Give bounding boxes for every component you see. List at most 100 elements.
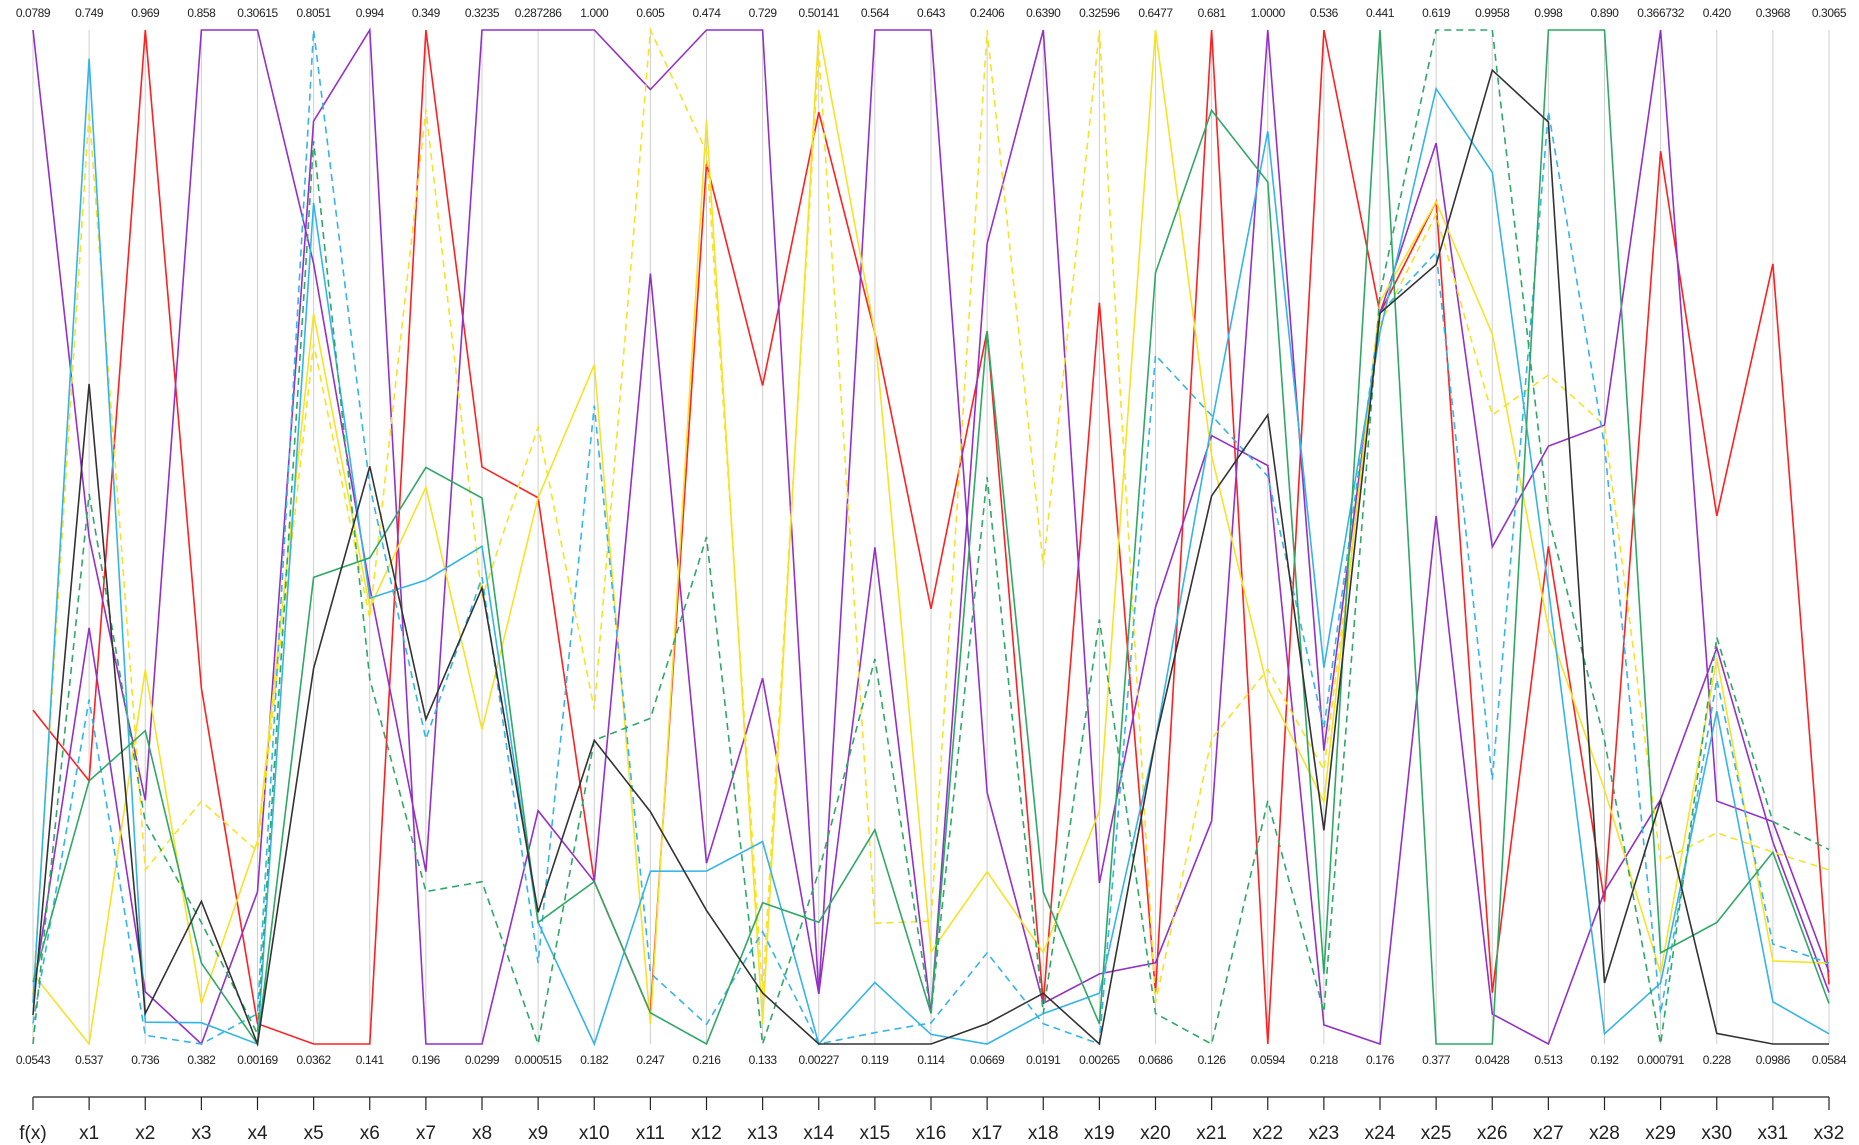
- axis-min-label: 0.0362: [296, 1053, 331, 1067]
- axis-max-label: 0.6390: [1026, 6, 1061, 20]
- x-tick-label: x28: [1589, 1123, 1620, 1144]
- x-tick-label: x31: [1758, 1123, 1789, 1144]
- axis-max-label: 0.681: [1198, 6, 1227, 20]
- axis-max-label: 0.9958: [1475, 6, 1510, 20]
- x-tick-label: x32: [1814, 1123, 1845, 1144]
- axis-max-label: 0.366732: [1637, 6, 1685, 20]
- axis-max-label: 0.3968: [1756, 6, 1791, 20]
- x-tick-label: x29: [1645, 1123, 1676, 1144]
- axis-min-label: 0.382: [187, 1053, 216, 1067]
- axis-max-label: 0.50141: [798, 6, 839, 20]
- axis-max-label: 0.643: [917, 6, 946, 20]
- axis-max-label: 0.619: [1422, 6, 1451, 20]
- axis-min-label: 0.0669: [970, 1053, 1005, 1067]
- axis-min-label: 0.176: [1366, 1053, 1395, 1067]
- axis-max-label: 0.749: [75, 6, 104, 20]
- axis-max-label: 0.420: [1703, 6, 1732, 20]
- x-tick-label: x17: [972, 1123, 1003, 1144]
- series-line: [32, 29, 1830, 1046]
- series-line: [32, 68, 1829, 1048]
- axis-max-label: 0.605: [636, 6, 665, 20]
- x-tick-label: x24: [1365, 1123, 1396, 1144]
- axis-max-label: 0.2406: [970, 6, 1005, 20]
- axis-max-label: 0.8051: [296, 6, 331, 20]
- axis-max-label: 0.3235: [465, 6, 500, 20]
- axis-max-label: 0.564: [861, 6, 890, 20]
- x-tick-label: x11: [636, 1123, 665, 1144]
- axis-min-label: 0.736: [131, 1053, 160, 1067]
- axis-max-label: 0.729: [749, 6, 778, 20]
- axis-min-label: 0.0594: [1251, 1053, 1286, 1067]
- x-tick-label: x15: [860, 1123, 891, 1144]
- x-tick-label: x21: [1196, 1123, 1227, 1144]
- axis-max-label: 0.858: [187, 6, 216, 20]
- axis-min-label: 0.182: [580, 1053, 609, 1067]
- x-tick-label: x1: [79, 1123, 99, 1144]
- series-lines: [32, 26, 1830, 1048]
- axis-min-label: 0.247: [636, 1053, 665, 1067]
- axis-min-label: 0.228: [1703, 1053, 1732, 1067]
- x-tick-label: x3: [191, 1123, 211, 1144]
- axis-min-label: 0.000515: [515, 1053, 563, 1067]
- x-tick-label: x12: [691, 1123, 722, 1144]
- axis-min-label: 0.0543: [16, 1053, 51, 1067]
- series-line: [32, 29, 1830, 1045]
- axis-max-label: 0.441: [1366, 6, 1395, 20]
- axis-min-label: 0.513: [1534, 1053, 1563, 1067]
- axis-max-label: 0.287286: [515, 6, 563, 20]
- axis-max-label: 0.349: [412, 6, 441, 20]
- axis-max-label: 0.0789: [16, 6, 51, 20]
- axis-max-label: 0.536: [1310, 6, 1339, 20]
- axis-min-label: 0.119: [861, 1053, 889, 1067]
- x-tick-label: x16: [916, 1123, 947, 1144]
- x-tick-label: x27: [1533, 1123, 1564, 1144]
- axis-min-label: 0.0299: [465, 1053, 500, 1067]
- axis-min-label: 0.216: [692, 1053, 721, 1067]
- axis-max-label: 0.998: [1534, 6, 1563, 20]
- axis-max-label: 0.969: [131, 6, 160, 20]
- axis-min-label: 0.377: [1422, 1053, 1451, 1067]
- x-tick-label: x23: [1309, 1123, 1340, 1144]
- axis-max-label: 1.0000: [1251, 6, 1286, 20]
- x-tick-label: x19: [1084, 1123, 1115, 1144]
- axis-max-label: 0.474: [692, 6, 721, 20]
- x-tick-label: x9: [528, 1123, 548, 1144]
- axis-min-label: 0.0191: [1026, 1053, 1061, 1067]
- axis-max-label: 0.994: [356, 6, 385, 20]
- x-tick-label: x13: [747, 1123, 778, 1144]
- axis-max-label: 0.30615: [237, 6, 278, 20]
- x-tick-label: x22: [1252, 1123, 1283, 1144]
- axis-min-label: 0.196: [412, 1053, 441, 1067]
- x-tick-label: x2: [135, 1123, 155, 1144]
- series-line: [32, 27, 1830, 1046]
- axis-min-label: 0.00227: [798, 1053, 839, 1067]
- axes: 0.0789 0.0543 f(x) 0.749 0.537 x1 0.969 0.736 x2…: [16, 6, 1847, 1144]
- series-line: [32, 26, 1830, 1004]
- x-tick-label: x10: [579, 1123, 610, 1144]
- x-tick-label: x18: [1028, 1123, 1059, 1144]
- x-tick-label: x8: [472, 1123, 492, 1144]
- axis-min-label: 0.141: [356, 1053, 385, 1067]
- axis-min-label: 0.00265: [1079, 1053, 1120, 1067]
- axis-min-label: 0.537: [75, 1053, 104, 1067]
- x-tick-label: x25: [1421, 1123, 1452, 1144]
- axis-min-label: 0.133: [749, 1053, 778, 1067]
- x-tick-label: x14: [803, 1123, 834, 1144]
- axis-min-label: 0.0428: [1475, 1053, 1510, 1067]
- axis-min-label: 0.0584: [1812, 1053, 1847, 1067]
- axis-max-label: 0.6477: [1138, 6, 1173, 20]
- axis-max-label: 0.32596: [1079, 6, 1120, 20]
- axis-min-label: 0.0686: [1138, 1053, 1173, 1067]
- axis-max-label: 0.3065: [1812, 6, 1847, 20]
- axis-min-label: 0.218: [1310, 1053, 1339, 1067]
- x-tick-label: x7: [416, 1123, 436, 1144]
- x-tick-label: x4: [247, 1123, 268, 1144]
- x-tick-label: x26: [1477, 1123, 1508, 1144]
- axis-max-label: 1.000: [580, 6, 609, 20]
- axis-min-label: 0.000791: [1637, 1053, 1685, 1067]
- series-line: [32, 58, 1830, 1047]
- axis-min-label: 0.192: [1590, 1053, 1619, 1067]
- axis-max-label: 0.890: [1590, 6, 1619, 20]
- axis-min-label: 0.00169: [237, 1053, 278, 1067]
